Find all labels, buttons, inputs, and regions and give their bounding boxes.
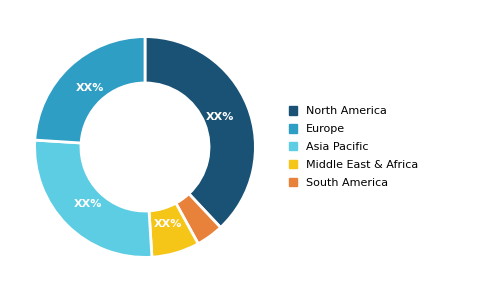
- Legend: North America, Europe, Asia Pacific, Middle East & Africa, South America: North America, Europe, Asia Pacific, Mid…: [288, 106, 418, 188]
- Text: XX%: XX%: [74, 199, 102, 209]
- Wedge shape: [176, 194, 220, 244]
- Wedge shape: [35, 37, 145, 143]
- Wedge shape: [145, 37, 256, 227]
- Wedge shape: [149, 203, 198, 257]
- Text: XX%: XX%: [154, 219, 182, 230]
- Text: XX%: XX%: [76, 83, 104, 93]
- Text: XX%: XX%: [206, 112, 234, 122]
- Wedge shape: [34, 140, 152, 257]
